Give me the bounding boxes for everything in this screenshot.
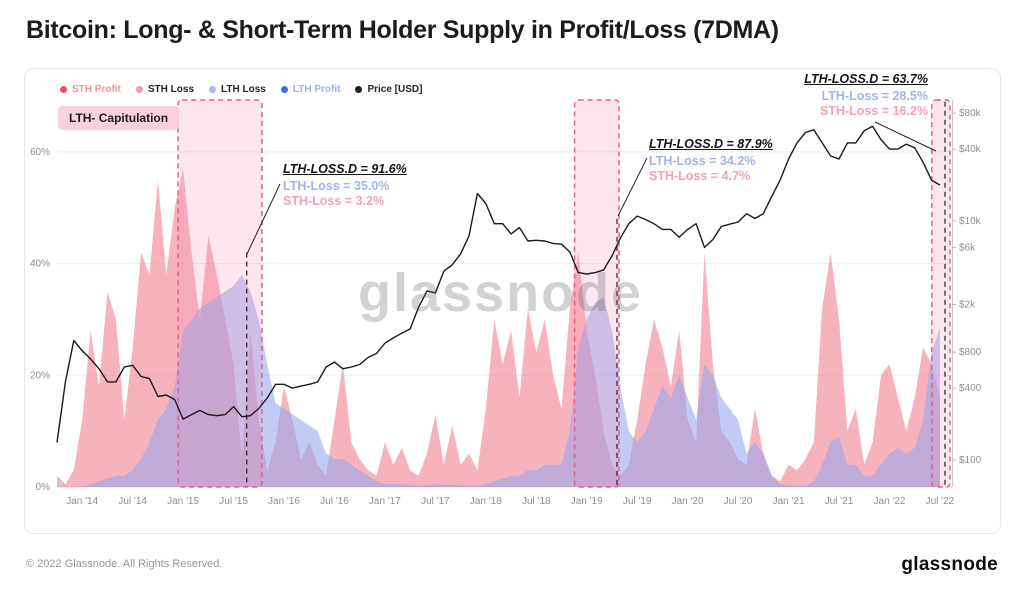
legend-label: Price [USD] xyxy=(367,84,423,95)
price-axis-label: $400 xyxy=(959,383,982,394)
annotation-sth-loss: STH-Loss = 3.2% xyxy=(283,194,385,209)
legend-label: STH Loss xyxy=(147,84,195,95)
annotation-callout: LTH-LOSS.D = 91.6% LTH-Loss = 35.0% STH-Lo… xyxy=(283,162,407,210)
x-axis-label: Jul '17 xyxy=(421,496,450,507)
price-axis-label: $40k xyxy=(959,144,982,155)
x-axis-label: Jul '16 xyxy=(320,496,349,507)
percent-axis-label: 20% xyxy=(30,370,50,381)
x-axis-label: Jan '14 xyxy=(66,496,98,507)
legend-label: LTH Loss xyxy=(221,84,266,95)
x-axis-label: Jul '20 xyxy=(724,496,753,507)
x-axis-label: Jan '15 xyxy=(167,496,199,507)
legend-item-sth-profit[interactable]: STH Profit xyxy=(60,84,121,95)
price-axis-label: $2k xyxy=(959,300,976,311)
x-axis-label: Jul '22 xyxy=(926,496,955,507)
legend-item-sth-loss[interactable]: STH Loss xyxy=(135,84,195,95)
annotation-callout: LTH-LOSS.D = 87.9% LTH-Loss = 34.2% STH-Lo… xyxy=(649,137,773,185)
legend-item-lth-profit[interactable]: LTH Profit xyxy=(280,84,341,95)
legend-label: STH Profit xyxy=(72,84,121,95)
legend: STH Profit STH Loss LTH Loss LTH Profit Pric… xyxy=(60,84,422,95)
annotation-lth-loss-dominance: LTH-LOSS.D = 87.9% xyxy=(649,137,773,151)
price-axis-label: $80k xyxy=(959,108,982,119)
x-axis-label: Jan '17 xyxy=(369,496,401,507)
legend-label: LTH Profit xyxy=(292,84,341,95)
legend-dot-lth-profit xyxy=(280,86,288,93)
chart-title: Bitcoin: Long- & Short-Term Holder Suppl… xyxy=(26,16,779,44)
lth-loss-area xyxy=(57,274,940,487)
x-axis-label: Jan '22 xyxy=(874,496,906,507)
copyright-text: © 2022 Glassnode. All Rights Reserved. xyxy=(26,558,223,570)
annotation-sth-loss: STH-Loss = 4.7% xyxy=(649,169,751,184)
price-line xyxy=(56,125,941,443)
x-axis-label: Jan '21 xyxy=(773,496,805,507)
annotation-callout: LTH-LOSS.D = 63.7% LTH-Loss = 28.5% STH-Lo… xyxy=(804,72,928,120)
percent-axis-label: 40% xyxy=(30,259,50,270)
annotation-connector xyxy=(617,157,648,217)
legend-item-lth-loss[interactable]: LTH Loss xyxy=(209,84,266,95)
legend-item-price-usd[interactable]: Price [USD] xyxy=(355,84,422,95)
percent-axis-label: 60% xyxy=(30,147,50,158)
price-axis-label: $800 xyxy=(959,347,982,358)
x-axis-label: Jul '14 xyxy=(118,496,147,507)
annotation-connector xyxy=(874,121,937,152)
x-axis-label: Jan '18 xyxy=(470,496,502,507)
capitulation-band xyxy=(573,99,620,488)
legend-dot-lth-loss xyxy=(209,86,217,93)
annotation-lth-loss-dominance: LTH-LOSS.D = 91.6% xyxy=(283,162,407,176)
lth-capitulation-label: LTH- Capitulation xyxy=(58,106,180,130)
price-axis-label: $10k xyxy=(959,216,982,227)
annotation-sth-loss: STH-Loss = 16.2% xyxy=(819,104,928,119)
x-axis-label: Jul '19 xyxy=(623,496,652,507)
legend-dot-sth-profit xyxy=(60,86,67,93)
legend-dot-sth-loss xyxy=(135,86,143,93)
x-axis-label: Jan '16 xyxy=(268,496,300,507)
annotation-connector xyxy=(246,183,281,255)
legend-dot-price-usd xyxy=(355,86,363,93)
annotation-lth-loss: LTH-Loss = 34.2% xyxy=(649,153,756,168)
annotation-lth-loss-dominance: LTH-LOSS.D = 63.7% xyxy=(804,72,928,86)
x-axis-label: Jul '21 xyxy=(825,496,854,507)
glassnode-logo: glassnode xyxy=(901,554,998,575)
x-axis-label: Jan '20 xyxy=(672,496,704,507)
annotation-lth-loss: LTH-Loss = 28.5% xyxy=(821,88,928,103)
x-axis-label: Jul '15 xyxy=(219,496,248,507)
capitulation-band xyxy=(177,99,263,488)
price-axis-label: $6k xyxy=(959,243,976,254)
x-axis-label: Jul '18 xyxy=(522,496,551,507)
x-axis-label: Jan '19 xyxy=(571,496,603,507)
capitulation-band xyxy=(931,99,951,488)
annotation-lth-loss: LTH-Loss = 35.0% xyxy=(283,178,390,193)
price-axis-label: $100 xyxy=(959,455,982,466)
percent-axis-label: 0% xyxy=(36,482,51,493)
